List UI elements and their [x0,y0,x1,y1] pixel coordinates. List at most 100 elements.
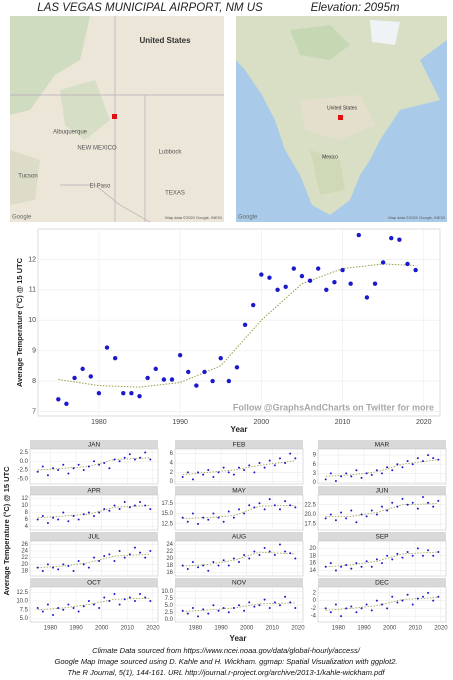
data-point [386,509,389,512]
data-point [218,356,223,361]
data-point [437,595,440,598]
data-point [46,563,49,566]
facet-strip [30,486,158,495]
data-point [284,550,287,553]
x-tick-label: 1980 [44,626,58,632]
data-point [67,520,70,523]
data-point [56,397,61,402]
trend-line [37,553,151,569]
x-tick-label: 2020 [146,626,160,632]
data-point [350,475,353,478]
y-tick-label: 8 [25,510,29,516]
data-point [207,569,210,572]
data-point [273,601,276,604]
trend-line [58,263,416,388]
y-tick-label: 12 [28,256,36,263]
data-point [108,467,111,470]
y-tick-label: 22 [21,555,28,561]
data-point [46,603,49,606]
trend-line [325,597,439,611]
data-point [381,505,383,508]
y-tick-label: 10.0 [16,599,28,605]
map-logo: Google [12,215,32,221]
plot-panel [317,494,447,531]
y-tick-label: 6 [170,451,174,457]
trend-line [325,551,439,568]
facet-title: AUG [232,534,246,541]
data-point [389,235,394,241]
data-point [181,476,184,478]
data-point [202,608,205,611]
data-point [284,595,287,598]
data-point [103,555,106,557]
plot-panel [37,228,441,417]
data-point [57,518,60,521]
facet-strip [30,440,158,449]
x-axis-title: Year [230,634,247,643]
data-point [128,506,131,509]
facet-title: OCT [87,580,101,587]
data-point [345,517,348,520]
data-point [186,612,189,615]
facet-strip [175,578,303,587]
data-point [217,516,220,519]
y-tick-label: 9 [32,347,36,354]
map-label: Albuquerque [53,130,88,136]
data-point [396,601,399,604]
data-point [401,466,404,469]
data-point [381,603,383,606]
data-point [139,551,142,554]
data-point [41,610,44,613]
data-point [62,563,65,566]
x-tick-label: 1980 [332,626,346,632]
x-tick-label: 2000 [240,626,254,632]
data-point [93,556,95,559]
data-point [350,509,353,512]
y-tick-label: 6 [25,517,29,523]
data-point [401,497,404,500]
data-point [217,609,220,612]
data-point [242,322,248,327]
map-label: NEW MEXICO [77,146,117,152]
data-point [62,463,65,466]
data-point [238,561,240,563]
data-point [222,520,225,523]
data-point [243,512,246,515]
y-tick-label: 8 [32,378,36,385]
data-point [133,546,136,549]
y-tick-label: 12.5 [16,590,28,596]
data-point [197,615,200,618]
x-tick-label: 1980 [91,419,107,426]
data-point [227,510,230,513]
data-point [334,603,337,606]
data-point [103,596,106,599]
data-point [405,261,410,267]
data-point [278,604,281,607]
data-point [72,570,75,572]
data-point [289,601,292,604]
y-tick-label: -2 [311,606,317,612]
data-point [243,554,246,556]
data-point [391,469,394,472]
trend-line [182,460,296,476]
y-tick-label: 22.5 [304,502,316,508]
data-point [332,280,337,285]
y-tick-label: 18 [166,563,173,569]
data-point [82,469,85,471]
y-tick-label: 12 [21,496,28,502]
data-point [161,377,167,382]
facet-title: JUL [88,534,100,541]
data-point [77,463,80,466]
data-point [427,591,430,594]
data-point [104,345,110,350]
data-point [52,516,55,519]
y-tick-label: 14 [309,568,316,574]
data-point [253,605,256,608]
data-point [149,508,152,510]
data-point [82,563,85,566]
data-point [46,474,49,477]
data-point [365,603,368,606]
data-point [113,504,116,507]
map-label: United States [327,105,358,111]
data-point [355,611,358,614]
